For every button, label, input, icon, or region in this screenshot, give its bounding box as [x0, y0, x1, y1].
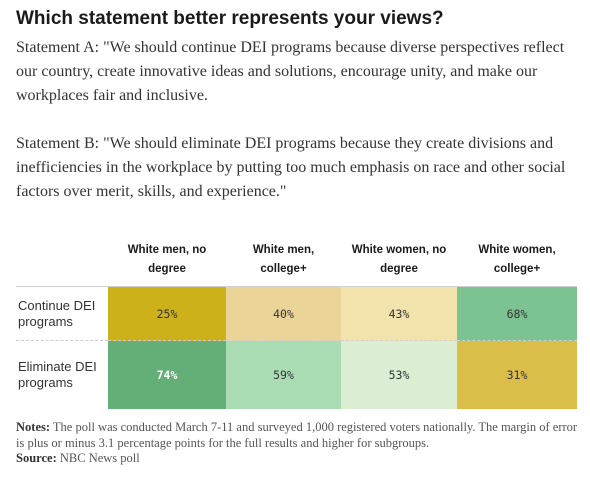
data-cell: 74%	[108, 340, 226, 409]
column-header: White women, no degree	[341, 234, 457, 287]
column-header: White men, college+	[226, 234, 341, 287]
poll-graphic: Which statement better represents your v…	[16, 6, 581, 465]
column-header: White women, college+	[457, 234, 577, 287]
row-label: Continue DEI programs	[16, 286, 108, 341]
data-cell: 25%	[108, 286, 226, 341]
source: Source: NBC News poll	[16, 451, 581, 467]
data-cell: 43%	[341, 286, 457, 341]
statement-b: Statement B: "We should eliminate DEI pr…	[16, 135, 566, 200]
source-label: Source:	[16, 451, 57, 465]
table-row: Continue DEI programs 25% 40% 43% 68%	[16, 286, 577, 341]
table-row: Eliminate DEI programs 74% 59% 53% 31%	[16, 340, 577, 409]
source-text: NBC News poll	[59, 451, 140, 465]
header-row: White men, no degree White men, college+…	[16, 234, 577, 287]
notes: Notes: The poll was conducted March 7-11…	[16, 420, 581, 451]
data-cell: 31%	[457, 340, 577, 409]
statement-a: Statement A: "We should continue DEI pro…	[16, 39, 565, 104]
data-cell: 68%	[457, 286, 577, 341]
results-table: White men, no degree White men, college+…	[16, 234, 577, 409]
corner-cell	[16, 234, 108, 287]
data-cell: 53%	[341, 340, 457, 409]
notes-label: Notes:	[16, 420, 51, 434]
data-cell: 40%	[226, 286, 341, 341]
row-label: Eliminate DEI programs	[18, 359, 97, 390]
column-header: White men, no degree	[108, 234, 226, 287]
chart-title: Which statement better represents your v…	[16, 8, 444, 29]
notes-text: The poll was conducted March 7-11 and su…	[16, 420, 578, 450]
notes-block: Notes: The poll was conducted March 7-11…	[16, 420, 581, 467]
data-cell: 59%	[226, 340, 341, 409]
